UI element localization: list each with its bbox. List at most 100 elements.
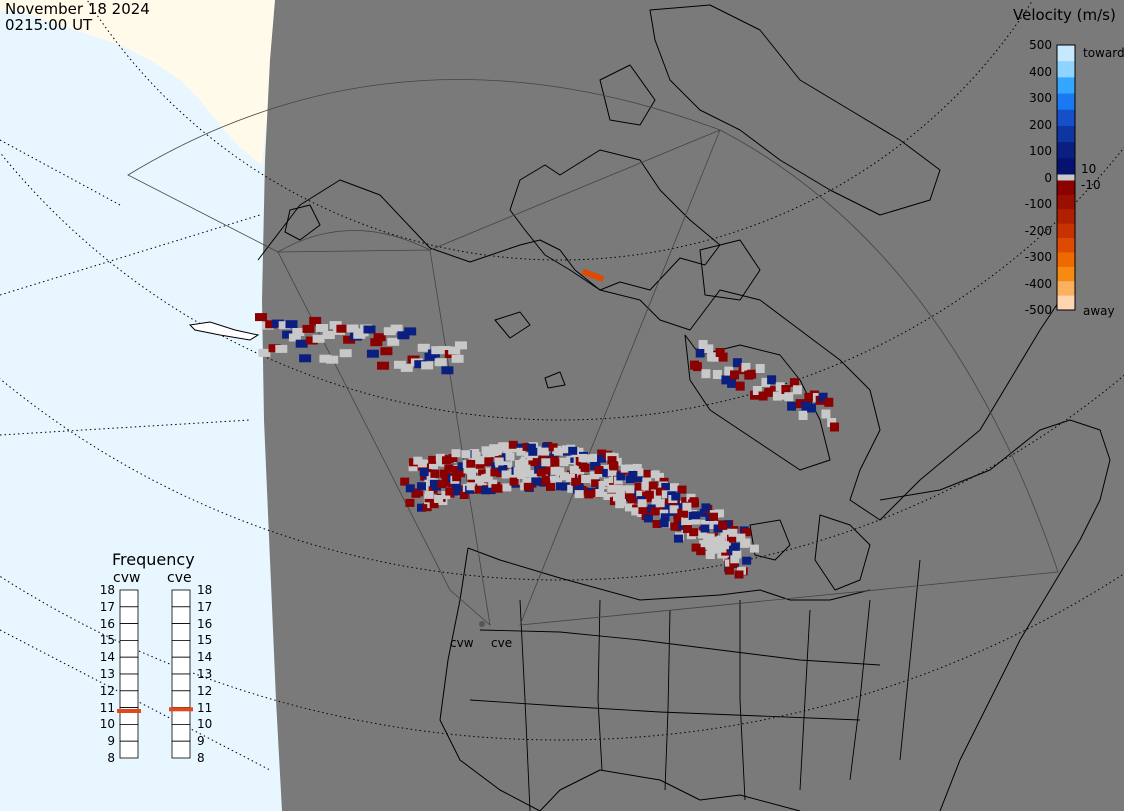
frequency-radar-cvw: cvw: [113, 570, 141, 586]
cve-fov-outline: [519, 129, 1059, 626]
velocity-toward-label: toward: [1083, 46, 1124, 60]
scatter-cell: [288, 333, 301, 342]
scatter-cell: [742, 556, 752, 565]
frequency-tick-label: 16: [99, 616, 115, 631]
scatter-cell: [553, 447, 563, 456]
scatter-cell: [501, 470, 511, 479]
scatter-cell: [397, 331, 410, 340]
scatter-cell: [724, 366, 734, 376]
state-border-line: [849, 599, 871, 781]
scatter-cell: [429, 500, 439, 509]
coastline-segment: [649, 4, 941, 216]
scatter-cell: [589, 453, 599, 462]
scatter-cell: [616, 498, 626, 507]
frequency-tick-label: 17: [197, 599, 213, 614]
frequency-bar-cell: [119, 724, 139, 742]
scatter-cell: [722, 520, 732, 529]
scatter-cell: [484, 456, 494, 465]
scatter-cell: [651, 492, 661, 501]
scatter-cell: [508, 440, 518, 449]
frequency-tick-label: 9: [197, 734, 205, 749]
scatter-cell: [442, 474, 452, 483]
scatter-cell: [400, 363, 413, 372]
scatter-cell: [560, 482, 570, 491]
scatter-cell: [655, 472, 664, 481]
frequency-tick-label: 12: [99, 683, 115, 698]
scatter-cell: [721, 375, 731, 385]
scatter-cell: [781, 385, 791, 394]
scatter-cell: [448, 454, 458, 463]
velocity-color-segment: [1057, 281, 1075, 297]
velocity-colorbar: [1056, 44, 1076, 311]
scatter-cell: [727, 378, 737, 388]
frequency-marker: [117, 709, 141, 713]
scatter-cell: [691, 543, 701, 552]
velocity-color-segment: [1057, 209, 1075, 225]
scatter-cell: [740, 539, 750, 548]
scatter-cell: [574, 447, 584, 456]
scatter-cell: [787, 401, 797, 411]
lat-lon-grid: [0, 0, 1124, 771]
scatter-cell: [723, 552, 732, 561]
scatter-cell: [730, 370, 739, 380]
scatter-cell: [591, 479, 601, 488]
scatter-cell: [716, 535, 726, 544]
scatter-cell: [701, 503, 711, 512]
scatter-cell: [575, 467, 585, 476]
longitude-line: [0, 419, 251, 436]
scatter-cell: [643, 469, 653, 478]
scatter-cell: [669, 505, 679, 514]
scatter-cell: [682, 525, 692, 533]
frequency-tick-label: 15: [99, 633, 115, 648]
scatter-cell: [735, 381, 745, 391]
scatter-cell: [461, 450, 471, 459]
scatter-cell: [736, 533, 746, 542]
velocity-tick-label: -300: [1024, 250, 1052, 264]
frequency-bar-cell: [119, 606, 139, 624]
scatter-cell: [609, 462, 619, 471]
scatter-cell: [724, 566, 734, 575]
scatter-cell: [661, 482, 671, 491]
frequency-bar-cell: [171, 724, 191, 742]
velocity-zero-segment: [1057, 174, 1075, 181]
scatter-cell: [498, 465, 508, 473]
scatter-cell: [414, 360, 427, 369]
scatter-cell: [488, 479, 498, 488]
scatter-cell: [672, 522, 682, 531]
scatter-cell: [421, 361, 434, 370]
scatter-cell: [414, 488, 424, 497]
scatter-cell: [430, 469, 440, 478]
scatter-cell: [713, 524, 723, 533]
velocity-tick-label: -100: [1024, 197, 1052, 211]
scatter-cell: [565, 474, 575, 482]
scatter-cell: [661, 490, 671, 499]
scatter-cell: [370, 338, 383, 347]
frequency-bar-cell: [119, 673, 139, 692]
scatter-cell: [404, 327, 417, 336]
scatter-cell: [322, 331, 335, 339]
scatter-cell: [299, 354, 312, 363]
scatter-cell: [752, 386, 762, 395]
velocity-color-segment: [1057, 223, 1075, 239]
scatter-cell: [467, 477, 477, 486]
scatter-cell: [475, 456, 485, 465]
scatter-cell: [435, 453, 445, 462]
scatter-cell: [758, 391, 768, 401]
coastline-segment: [509, 149, 721, 291]
scatter-cell: [471, 451, 481, 460]
us-canada-border: [467, 547, 871, 601]
scatter-cell: [559, 457, 569, 466]
scatter-cell: [674, 534, 683, 543]
frequency-tick-label: 17: [99, 599, 115, 614]
scatter-cell: [390, 324, 403, 333]
frequency-tick-label: 12: [197, 683, 213, 698]
longitude-line: [0, 139, 121, 206]
scatter-cell: [463, 465, 473, 474]
scatter-cell: [567, 484, 577, 493]
scatter-cell: [801, 401, 811, 411]
radar-site-label-cvw: cvw: [450, 636, 474, 650]
scatter-cell: [568, 446, 578, 455]
coastline-segment: [814, 514, 871, 591]
scatter-cell: [830, 422, 839, 432]
scatter-cell: [428, 455, 438, 464]
